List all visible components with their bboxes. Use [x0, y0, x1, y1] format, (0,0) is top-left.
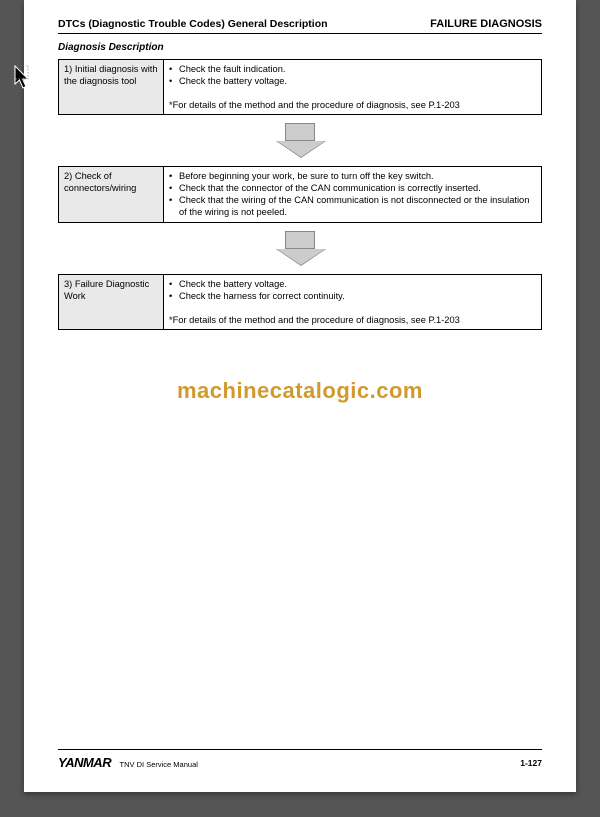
step-3-note: *For details of the method and the proce… — [169, 314, 536, 326]
step-1-table: 1) Initial diagnosis with the diagnosis … — [58, 59, 542, 115]
footer-manual-title: TNV DI Service Manual — [120, 760, 198, 769]
step-1-content: Check the fault indication. Check the ba… — [164, 60, 542, 115]
step-1-label: 1) Initial diagnosis with the diagnosis … — [59, 60, 164, 115]
watermark-text: machinecatalogic.com — [177, 378, 423, 403]
step-3-bullet: Check the harness for correct continuity… — [169, 290, 536, 302]
document-page: DTCs (Diagnostic Trouble Codes) General … — [24, 0, 576, 792]
footer-page-number: 1-127 — [520, 758, 542, 768]
step-2-bullet: Before beginning your work, be sure to t… — [169, 170, 536, 182]
step-1-bullet: Check the fault indication. — [169, 63, 536, 75]
header-left-title: DTCs (Diagnostic Trouble Codes) General … — [58, 18, 328, 30]
step-2-bullet: Check that the wiring of the CAN communi… — [169, 194, 536, 218]
footer-left: YANMAR TNV DI Service Manual — [58, 754, 198, 772]
step-2-bullet: Check that the connector of the CAN comm… — [169, 182, 536, 194]
step-2-label: 2) Check of connectors/wiring — [59, 167, 164, 222]
step-3-content: Check the battery voltage. Check the har… — [164, 274, 542, 329]
diagnosis-subheader: Diagnosis Description — [58, 42, 542, 53]
arrow-2 — [58, 231, 542, 254]
header-right-title: FAILURE DIAGNOSIS — [430, 18, 542, 30]
watermark: machinecatalogic.com — [58, 378, 542, 404]
step-1-note: *For details of the method and the proce… — [169, 99, 536, 111]
step-3-bullet: Check the battery voltage. — [169, 278, 536, 290]
footer-logo: YANMAR — [58, 755, 111, 770]
step-3-label: 3) Failure Diagnostic Work — [59, 274, 164, 329]
step-2-content: Before beginning your work, be sure to t… — [164, 167, 542, 222]
step-2-table: 2) Check of connectors/wiring Before beg… — [58, 166, 542, 222]
step-3-table: 3) Failure Diagnostic Work Check the bat… — [58, 274, 542, 330]
footer: YANMAR TNV DI Service Manual 1-127 — [58, 749, 542, 772]
arrow-1 — [58, 123, 542, 146]
page-header: DTCs (Diagnostic Trouble Codes) General … — [58, 18, 542, 34]
step-1-bullet: Check the battery voltage. — [169, 75, 536, 87]
